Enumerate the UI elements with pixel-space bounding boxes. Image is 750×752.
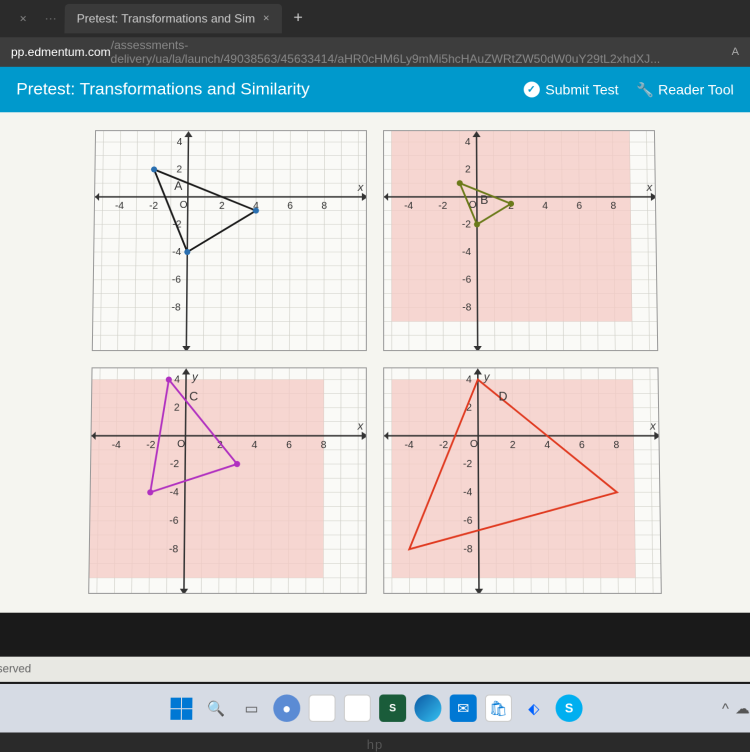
svg-text:4: 4 xyxy=(544,440,550,451)
svg-text:4: 4 xyxy=(542,201,548,212)
svg-text:-2: -2 xyxy=(463,459,473,470)
svg-text:-8: -8 xyxy=(169,544,179,555)
app-icon-1[interactable]: ● xyxy=(273,695,300,722)
taskbar: 🔍 ▭ ● S ✉ 🛍 ⬖ S ^ ☁ xyxy=(0,684,750,733)
url-domain: pp.edmentum.com xyxy=(11,45,111,59)
svg-text:-6: -6 xyxy=(169,516,179,527)
app-header: Pretest: Transformations and Similarity … xyxy=(0,67,750,112)
svg-text:-4: -4 xyxy=(463,487,473,498)
graph-panel-a[interactable]: -4-2246842-2-4-6-8OxA xyxy=(92,130,367,351)
svg-text:8: 8 xyxy=(613,440,619,451)
tab-title-text: Pretest: Transformations and Sim xyxy=(77,12,255,26)
svg-text:8: 8 xyxy=(321,440,327,451)
check-icon: ✓ xyxy=(523,82,539,98)
svg-text:4: 4 xyxy=(174,374,180,385)
close-icon[interactable]: × xyxy=(263,13,270,25)
dropbox-icon[interactable]: ⬖ xyxy=(520,695,547,722)
svg-text:B: B xyxy=(480,193,488,207)
wrench-icon: 🔧 xyxy=(637,81,655,97)
task-view-icon[interactable]: ▭ xyxy=(238,695,265,722)
svg-text:4: 4 xyxy=(466,374,472,385)
app-icon-4[interactable]: S xyxy=(379,695,406,722)
svg-text:-2: -2 xyxy=(170,459,180,470)
submit-label: Submit Test xyxy=(545,82,618,98)
tab-separator: ⋯ xyxy=(45,12,57,26)
new-tab-button[interactable]: + xyxy=(293,10,302,28)
screen: × ⋯ Pretest: Transformations and Sim × +… xyxy=(0,0,750,732)
svg-text:6: 6 xyxy=(579,440,585,451)
page-title: Pretest: Transformations and Similarity xyxy=(16,80,310,100)
reader-label: Reader Tool xyxy=(658,81,734,97)
graph-panel-b[interactable]: -4-2246842-2-4-6-8OxB xyxy=(383,130,658,351)
svg-text:-2: -2 xyxy=(462,219,471,230)
svg-text:4: 4 xyxy=(252,440,258,451)
svg-text:4: 4 xyxy=(177,137,183,148)
svg-text:-2: -2 xyxy=(149,201,159,212)
submit-test-button[interactable]: ✓ Submit Test xyxy=(523,82,619,98)
svg-text:2: 2 xyxy=(176,164,182,175)
store-icon[interactable]: 🛍 xyxy=(485,695,512,722)
url-bar[interactable]: pp.edmentum.com /assessments-delivery/ua… xyxy=(0,37,750,67)
svg-text:C: C xyxy=(189,389,198,403)
svg-text:8: 8 xyxy=(611,201,617,212)
cloud-icon[interactable]: ☁ xyxy=(735,699,750,717)
svg-text:O: O xyxy=(180,200,188,211)
svg-text:2: 2 xyxy=(174,403,180,414)
svg-text:x: x xyxy=(357,182,364,194)
prev-tab-close-icon[interactable]: × xyxy=(20,12,27,26)
edge-icon[interactable] xyxy=(414,695,441,722)
svg-text:A: A xyxy=(174,179,182,193)
svg-text:O: O xyxy=(177,439,185,450)
svg-text:-8: -8 xyxy=(463,544,473,555)
svg-text:6: 6 xyxy=(287,201,293,212)
svg-text:6: 6 xyxy=(576,201,582,212)
svg-text:x: x xyxy=(649,420,656,432)
svg-text:-8: -8 xyxy=(462,302,472,313)
svg-text:2: 2 xyxy=(465,164,471,175)
windows-icon xyxy=(170,697,192,719)
browser-tab[interactable]: Pretest: Transformations and Sim × xyxy=(64,4,281,33)
footer-reserved: served xyxy=(0,657,750,682)
svg-text:x: x xyxy=(646,182,653,194)
header-actions: ✓ Submit Test 🔧 Reader Tool xyxy=(523,81,734,98)
svg-text:O: O xyxy=(470,439,478,450)
svg-text:2: 2 xyxy=(510,440,516,451)
graphs-grid: -4 -2 2 4 6 8 4 2 -2 -4 -6 -8 Ox A -4 -2 2 4 6 8 4 2 -2 -4 -6 -8… xyxy=(0,112,750,612)
svg-text:-6: -6 xyxy=(462,275,472,286)
graph-panel-c[interactable]: -4-2246842-2-4-6-8OxyC xyxy=(88,367,367,594)
svg-text:6: 6 xyxy=(286,440,292,451)
svg-text:x: x xyxy=(357,420,364,432)
svg-text:-4: -4 xyxy=(462,247,472,258)
svg-text:8: 8 xyxy=(321,201,327,212)
url-badge: A xyxy=(732,46,740,58)
svg-text:-2: -2 xyxy=(439,440,449,451)
app-icon-3[interactable] xyxy=(344,695,371,722)
svg-text:-2: -2 xyxy=(438,201,447,212)
svg-text:-6: -6 xyxy=(463,516,473,527)
svg-text:-2: -2 xyxy=(146,440,156,451)
svg-text:D: D xyxy=(499,389,508,403)
mail-icon[interactable]: ✉ xyxy=(450,695,477,722)
svg-text:-4: -4 xyxy=(405,440,415,451)
svg-text:-6: -6 xyxy=(172,275,182,286)
svg-text:-4: -4 xyxy=(115,201,125,212)
svg-text:-4: -4 xyxy=(170,487,180,498)
app-icon-2[interactable] xyxy=(309,695,336,722)
search-icon[interactable]: 🔍 xyxy=(203,695,230,722)
browser-tab-bar: × ⋯ Pretest: Transformations and Sim × + xyxy=(0,0,750,37)
svg-text:2: 2 xyxy=(219,201,225,212)
start-button[interactable] xyxy=(167,695,194,722)
graph-panel-d[interactable]: -4-2246842-2-4-6-8OxyD xyxy=(383,367,662,594)
svg-text:-4: -4 xyxy=(172,247,182,258)
skype-icon[interactable]: S xyxy=(555,695,582,722)
svg-text:-4: -4 xyxy=(404,201,413,212)
system-tray[interactable]: ^ ☁ xyxy=(722,699,750,717)
reader-tools-button[interactable]: 🔧 Reader Tool xyxy=(637,81,734,98)
svg-text:4: 4 xyxy=(465,137,471,148)
chevron-up-icon[interactable]: ^ xyxy=(722,699,729,717)
svg-text:-4: -4 xyxy=(112,440,122,451)
svg-text:-8: -8 xyxy=(172,302,182,313)
url-path: /assessments-delivery/ua/la/launch/49038… xyxy=(110,38,731,66)
